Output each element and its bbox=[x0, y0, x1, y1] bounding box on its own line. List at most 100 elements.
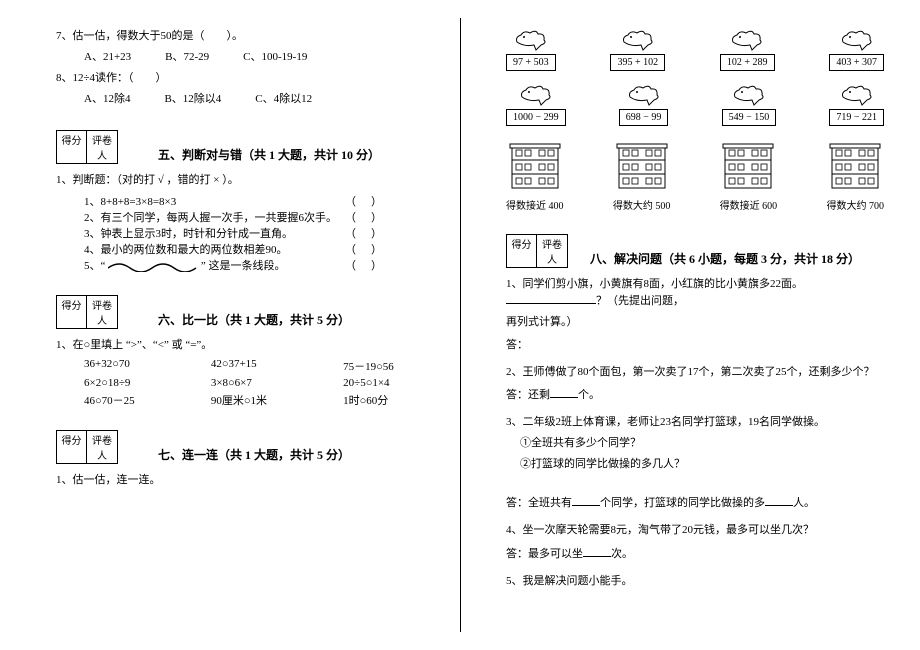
score-cell-score: 得分 bbox=[57, 431, 87, 463]
ans2-prefix: 答：还剩 bbox=[506, 389, 550, 401]
sec8-q1: 1、同学们剪小旗，小黄旗有8面，小红旗的比小黄旗多22面。 ？（先提出问题， 再列… bbox=[506, 276, 884, 354]
sec6-lead: 1、在○里填上 “>”、“<” 或 “=”。 bbox=[56, 337, 434, 354]
dove-card: 698 − 99 bbox=[619, 83, 669, 126]
building-icon bbox=[508, 140, 562, 192]
sec6-cell: 90厘米○1米 bbox=[211, 392, 307, 408]
sec6-cell: 75－19○56 bbox=[343, 358, 434, 374]
sec6-cell: 20÷5○1×4 bbox=[343, 377, 434, 389]
section5-title: 五、判断对与错（共 1 大题，共计 10 分） bbox=[128, 146, 380, 164]
ans2-suffix: 个。 bbox=[578, 389, 600, 401]
dove-card: 97 + 503 bbox=[506, 28, 556, 71]
sec5-lead: 1、判断题：（对的打 √ ，错的打 × ）。 bbox=[56, 172, 434, 189]
dove-expr: 395 + 102 bbox=[610, 54, 665, 71]
score-cell-grader: 评卷人 bbox=[537, 235, 567, 267]
sec5-item5-prefix: 5、“ bbox=[84, 260, 105, 272]
dove-card: 403 + 307 bbox=[829, 28, 884, 71]
sec8-q2-text: 2、王师傅做了80个面包，第一次卖了17个，第二次卖了25个，还剩多少个？ bbox=[506, 364, 884, 381]
sec7-lead: 1、估一估，连一连。 bbox=[56, 472, 434, 489]
q8-options: A、12除4 B、12除以4 C、4除以12 bbox=[56, 91, 434, 108]
building-label: 得数大约 700 bbox=[826, 197, 884, 212]
score-cell-score: 得分 bbox=[507, 235, 537, 267]
sec8-q1-ans: 答： bbox=[506, 337, 884, 354]
section6-title: 六、比一比（共 1 大题，共计 5 分） bbox=[128, 311, 350, 329]
sec5-item4: 4、最小的两位数和最大的两位数相差90。 （ ） bbox=[56, 241, 434, 257]
dove-icon bbox=[730, 28, 764, 52]
dove-expr: 102 + 289 bbox=[720, 54, 775, 71]
sec5-item1-text: 1、8+8+8=3×8=8×3 bbox=[84, 193, 176, 209]
sec8-q1-text: 1、同学们剪小旗，小黄旗有8面，小红旗的比小黄旗多22面。 bbox=[506, 278, 803, 290]
sec6-cell: 36+32○70 bbox=[84, 358, 175, 374]
dove-expr: 719 − 221 bbox=[829, 109, 884, 126]
ans3-suffix: 人。 bbox=[793, 497, 815, 509]
sec6-cell: 6×2○18÷9 bbox=[84, 377, 175, 389]
q7-options: A、21+23 B、72-29 C、100-19-19 bbox=[56, 49, 434, 66]
building-card: 得数接近 400 bbox=[506, 140, 564, 212]
q8-opt-a: A、12除4 bbox=[84, 91, 130, 108]
building-card: 得数大约 700 bbox=[826, 140, 884, 212]
paren-blank: （ ） bbox=[345, 209, 384, 225]
wavy-line-icon bbox=[108, 262, 198, 272]
ans4-prefix: 答：最多可以坐 bbox=[506, 548, 583, 560]
dove-row-1: 97 + 503 395 + 102 102 + 289 403 + 307 bbox=[506, 28, 884, 71]
sec6-cell: 46○70－25 bbox=[84, 392, 175, 408]
building-icon bbox=[721, 140, 775, 192]
paren-blank: （ ） bbox=[345, 241, 384, 257]
sec6-grid: 36+32○70 42○37+15 75－19○56 6×2○18÷9 3×8○… bbox=[56, 358, 434, 408]
sec8-q5-text: 5、我是解决问题小能手。 bbox=[506, 573, 884, 590]
score-cell-score: 得分 bbox=[57, 131, 87, 163]
sec8-q3-ans: 答：全班共有 个同学，打篮球的同学比做操的多 人。 bbox=[506, 495, 884, 512]
blank-line bbox=[583, 547, 611, 557]
sec8-q4-text: 4、坐一次摩天轮需要8元，淘气带了20元钱，最多可以坐几次？ bbox=[506, 522, 884, 539]
dove-icon bbox=[840, 83, 874, 107]
dove-card: 719 − 221 bbox=[829, 83, 884, 126]
dove-icon bbox=[840, 28, 874, 52]
right-column: 97 + 503 395 + 102 102 + 289 403 + 307 1… bbox=[460, 0, 920, 650]
sec8-q3a: ①全班共有多少个同学？ bbox=[506, 435, 884, 452]
dove-card: 1000 − 299 bbox=[506, 83, 566, 126]
sec5-item5-text: 5、“ ” 这是一条线段。 bbox=[84, 257, 286, 273]
dove-icon bbox=[732, 83, 766, 107]
sec6-cell: 42○37+15 bbox=[211, 358, 307, 374]
blank-line bbox=[506, 294, 596, 304]
dove-expr: 97 + 503 bbox=[506, 54, 556, 71]
sec8-q4: 4、坐一次摩天轮需要8元，淘气带了20元钱，最多可以坐几次？ 答：最多可以坐 次。 bbox=[506, 522, 884, 562]
sec5-item3: 3、钟表上显示3时，时针和分针成一直角。 （ ） bbox=[56, 225, 434, 241]
ans3-prefix: 答：全班共有 bbox=[506, 497, 572, 509]
sec8-q3b: ②打篮球的同学比做操的多几人？ bbox=[506, 456, 884, 473]
sec8-q5: 5、我是解决问题小能手。 bbox=[506, 573, 884, 590]
dove-icon bbox=[519, 83, 553, 107]
building-icon bbox=[615, 140, 669, 192]
section7-title: 七、连一连（共 1 大题，共计 5 分） bbox=[128, 446, 350, 464]
sec5-item2-text: 2、有三个同学，每两人握一次手，一共要握6次手。 bbox=[84, 209, 337, 225]
sec6-cell: 3×8○6×7 bbox=[211, 377, 307, 389]
sec8-q3-text: 3、二年级2班上体育课，老师让23名同学打篮球，19名同学做操。 bbox=[506, 414, 884, 431]
ans4-suffix: 次。 bbox=[611, 548, 633, 560]
dove-icon bbox=[514, 28, 548, 52]
ans3-mid: 个同学，打篮球的同学比做操的多 bbox=[600, 497, 765, 509]
blank-line bbox=[765, 496, 793, 506]
building-label: 得数接近 600 bbox=[720, 197, 778, 212]
paren-blank: （ ） bbox=[345, 257, 384, 273]
sec8-q1-line2: 再列式计算。） bbox=[506, 314, 884, 331]
dove-icon bbox=[627, 83, 661, 107]
building-icon bbox=[828, 140, 882, 192]
paren-blank: （ ） bbox=[345, 225, 384, 241]
score-box: 得分 评卷人 bbox=[56, 130, 118, 164]
dove-row-2: 1000 − 299 698 − 99 549 − 150 719 − 221 bbox=[506, 83, 884, 126]
score-cell-grader: 评卷人 bbox=[87, 431, 117, 463]
section8-header: 得分 评卷人 八、解决问题（共 6 小题，每题 3 分，共计 18 分） bbox=[506, 234, 884, 268]
q7-opt-b: B、72-29 bbox=[165, 49, 209, 66]
dove-card: 395 + 102 bbox=[610, 28, 665, 71]
building-label: 得数接近 400 bbox=[506, 197, 564, 212]
section6-header: 得分 评卷人 六、比一比（共 1 大题，共计 5 分） bbox=[56, 295, 434, 329]
sec8-q1-tail: ？（先提出问题， bbox=[596, 295, 684, 307]
sec6-cell: 1时○60分 bbox=[343, 392, 434, 408]
blank-line bbox=[550, 388, 578, 398]
building-card: 得数大约 500 bbox=[613, 140, 671, 212]
sec5-item3-text: 3、钟表上显示3时，时针和分针成一直角。 bbox=[84, 225, 293, 241]
score-box: 得分 评卷人 bbox=[56, 295, 118, 329]
sec8-q2-ans: 答：还剩 个。 bbox=[506, 387, 884, 404]
score-box: 得分 评卷人 bbox=[506, 234, 568, 268]
section8-title: 八、解决问题（共 6 小题，每题 3 分，共计 18 分） bbox=[578, 250, 860, 268]
dove-expr: 698 − 99 bbox=[619, 109, 669, 126]
